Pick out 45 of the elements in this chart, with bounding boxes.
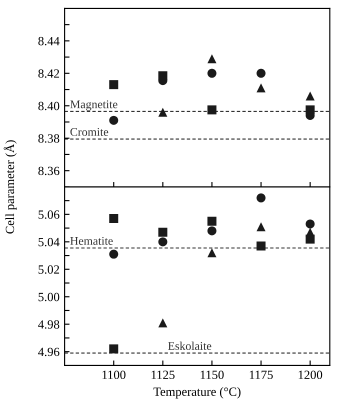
ref-line-label: Eskolaite bbox=[168, 342, 212, 350]
point bbox=[109, 344, 118, 354]
point bbox=[158, 108, 168, 117]
text: 8.40 bbox=[38, 102, 60, 110]
point bbox=[256, 83, 266, 92]
text: 5.00 bbox=[38, 292, 60, 302]
y-tick-label: 5.06 bbox=[38, 210, 60, 219]
point bbox=[306, 219, 315, 228]
point bbox=[207, 226, 216, 236]
point bbox=[158, 318, 168, 328]
x-tick-label: 1125 bbox=[152, 370, 175, 380]
point bbox=[306, 92, 315, 101]
y-tick-label: 8.36 bbox=[38, 166, 60, 176]
point bbox=[109, 250, 118, 259]
point bbox=[256, 241, 266, 250]
point bbox=[207, 105, 216, 114]
y-axis-title: Cell parameter (Å) bbox=[4, 140, 17, 234]
point bbox=[158, 237, 168, 246]
y-tick-label: 5.04 bbox=[38, 238, 60, 246]
point bbox=[158, 228, 168, 237]
point bbox=[306, 228, 315, 237]
ref-line-label: Hematite bbox=[70, 236, 113, 245]
point bbox=[207, 68, 216, 78]
point bbox=[207, 248, 216, 258]
ref-line-label: Magnetite bbox=[70, 100, 118, 111]
point bbox=[256, 193, 266, 202]
y-tick-label: 8.38 bbox=[38, 134, 60, 143]
x-tick-label: 1200 bbox=[298, 370, 322, 380]
point bbox=[256, 68, 266, 78]
point bbox=[256, 222, 266, 232]
x-tick-label: 1175 bbox=[250, 370, 273, 380]
point bbox=[207, 216, 216, 226]
y-tick-label: 4.96 bbox=[38, 348, 60, 356]
x-tick-label: 1150 bbox=[200, 370, 224, 380]
x-tick-label: 1100 bbox=[102, 370, 126, 380]
y-tick-label: 8.44 bbox=[38, 36, 60, 46]
y-tick-label: 8.42 bbox=[38, 69, 60, 78]
y-tick-label: 5.02 bbox=[38, 265, 60, 274]
y-tick-label: 4.98 bbox=[38, 320, 60, 329]
point bbox=[207, 54, 216, 64]
point bbox=[109, 80, 118, 90]
x-axis-title: Temperature (°C) bbox=[154, 387, 241, 398]
point bbox=[109, 116, 118, 125]
ref-line-label: Cromite bbox=[70, 128, 108, 136]
point bbox=[109, 214, 118, 223]
